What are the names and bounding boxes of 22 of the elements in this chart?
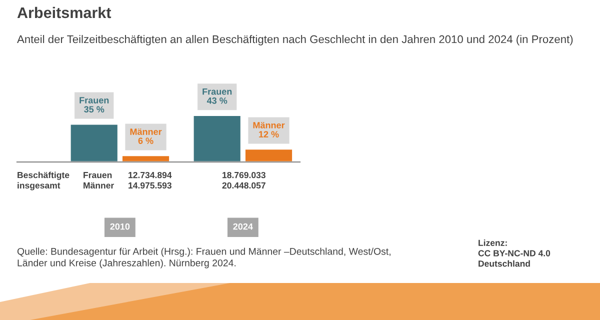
data-label: 6 %: [138, 138, 154, 144]
text: Männer: [253, 122, 285, 128]
text: Frauen Männer: [84, 172, 114, 189]
bar: [121, 154, 170, 162]
data-label: 12 %: [259, 131, 279, 138]
bar: [69, 123, 119, 162]
chart-subtitle: Anteil der Teilzeitbeschäftigten an allen Beschäftigten nach Geschlecht in den Jahren 2010 und 2024 (in Prozent): [17, 35, 573, 46]
text: Männer: [130, 128, 162, 135]
text: 18.769.033 20.448.057: [222, 172, 266, 189]
text: Frauen: [80, 97, 109, 104]
bar: [244, 148, 294, 162]
chart-title: Arbeitsmarkt: [17, 6, 112, 18]
data-label: 43 %: [206, 97, 228, 104]
text: 12.734.894 14.975.593: [128, 172, 172, 189]
x-tick-label: 2024: [233, 223, 253, 230]
data-label: 35 %: [84, 106, 104, 113]
text: Lizenz: CC BY-NC-ND 4.0 Deutschland: [478, 240, 550, 267]
text: Frauen: [202, 88, 232, 95]
x-tick-label: 2010: [110, 223, 130, 230]
bar: [192, 114, 242, 162]
source-note: Quelle: Bundesagentur für Arbeit (Hrsg.): Frauen und Männer –Deutschland, West/Ost, Länder und Kreise (Jahreszahlen). Nürnberg 2024.: [17, 248, 390, 268]
text: Beschäftigte insgesamt: [18, 172, 70, 190]
